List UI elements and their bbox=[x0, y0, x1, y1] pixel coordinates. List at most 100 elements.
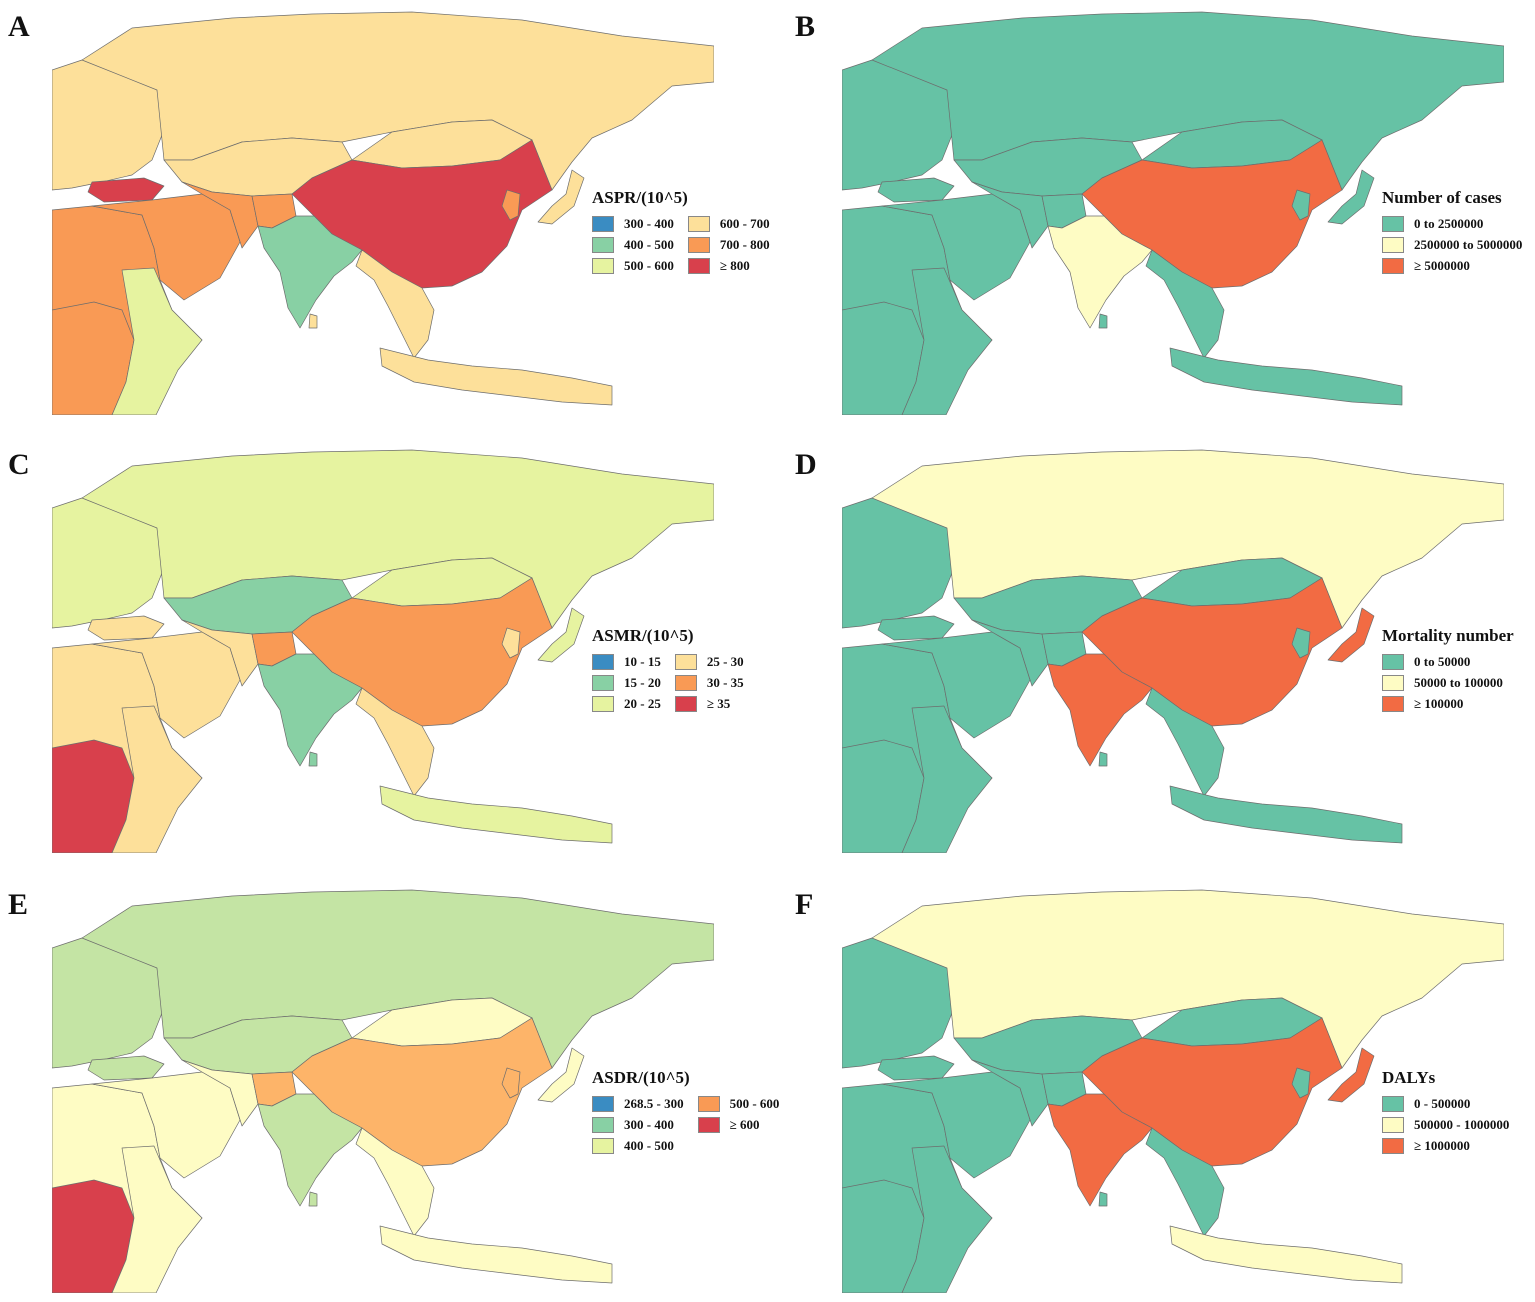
map-legend: ASPR/(10^5) 300 - 400 400 - 500 500 - 600 60… bbox=[592, 188, 770, 274]
legend-item: 25 - 30 bbox=[674, 654, 744, 670]
legend-label: ≥ 800 bbox=[719, 258, 750, 273]
iran-region bbox=[181, 1059, 259, 1127]
legend-title: DALYs bbox=[1382, 1068, 1436, 1087]
choropleth-map bbox=[842, 11, 1504, 415]
legend-item: 30 - 35 bbox=[674, 675, 744, 691]
legend-item: ≥ 5000000 bbox=[1382, 258, 1522, 274]
choropleth-map bbox=[52, 11, 714, 415]
east-africa-region bbox=[901, 267, 993, 415]
legend-label: 50000 to 100000 bbox=[1414, 675, 1503, 690]
legend-label: 10 - 15 bbox=[624, 654, 661, 669]
legend-swatch bbox=[592, 216, 614, 232]
legend-item: 300 - 400 bbox=[592, 216, 674, 232]
legend-swatch bbox=[1382, 654, 1404, 670]
india-region bbox=[257, 1093, 363, 1207]
legend-label: 0 - 500000 bbox=[1414, 1096, 1471, 1111]
legend-swatch bbox=[674, 696, 697, 712]
india-region bbox=[1047, 1093, 1153, 1207]
legend-swatch bbox=[1382, 1138, 1404, 1154]
legend-swatch bbox=[697, 1096, 720, 1112]
legend-swatch bbox=[592, 1096, 614, 1112]
legend-swatch bbox=[592, 1138, 614, 1154]
legend-swatch bbox=[687, 237, 710, 253]
turkey-region bbox=[877, 1055, 955, 1081]
korea-region bbox=[501, 1067, 521, 1099]
legend-swatch bbox=[1382, 1096, 1404, 1112]
map-legend: ASDR/(10^5) 268.5 - 300 300 - 400 400 - 500… bbox=[592, 1068, 779, 1154]
sri-lanka-region bbox=[1098, 751, 1108, 767]
legend-item: 2500000 to 5000000 bbox=[1382, 237, 1522, 253]
legend-label: 2500000 to 5000000 bbox=[1414, 237, 1523, 252]
sri-lanka-region bbox=[308, 313, 318, 329]
legend-item: 50000 to 100000 bbox=[1382, 675, 1514, 691]
legend-item: 20 - 25 bbox=[592, 696, 661, 712]
legend-swatch bbox=[1382, 237, 1404, 253]
choropleth-map bbox=[52, 449, 714, 853]
korea-region bbox=[1291, 189, 1311, 221]
legend-item: 500 - 600 bbox=[592, 258, 674, 274]
legend-label: 0 to 2500000 bbox=[1414, 216, 1484, 231]
legend-label: ≥ 5000000 bbox=[1414, 258, 1470, 273]
indonesia-region bbox=[379, 1225, 613, 1284]
legend-item: 600 - 700 bbox=[687, 216, 770, 232]
legend-item: 500 - 600 bbox=[697, 1096, 779, 1112]
legend-item: 0 to 50000 bbox=[1382, 654, 1514, 670]
legend-label: 268.5 - 300 bbox=[624, 1096, 684, 1111]
legend-item: ≥ 100000 bbox=[1382, 696, 1514, 712]
legend-label: ≥ 100000 bbox=[1414, 696, 1464, 711]
legend-item: ≥ 600 bbox=[697, 1117, 780, 1133]
legend-label: ≥ 1000000 bbox=[1414, 1138, 1470, 1153]
map-legend: DALYs 0 - 500000 500000 - 1000000 ≥ 1000000 bbox=[1382, 1068, 1509, 1154]
india-region bbox=[257, 215, 363, 329]
iran-region bbox=[971, 181, 1049, 249]
east-africa-region bbox=[111, 267, 203, 415]
legend-swatch bbox=[674, 675, 697, 691]
korea-region bbox=[501, 627, 521, 659]
indonesia-region bbox=[379, 347, 613, 406]
middle-east-region bbox=[91, 1071, 241, 1179]
legend-label: 300 - 400 bbox=[624, 1117, 674, 1132]
legend-swatch bbox=[592, 675, 614, 691]
legend-item: 400 - 500 bbox=[592, 1138, 684, 1154]
turkey-region bbox=[87, 177, 165, 203]
legend-swatch bbox=[592, 258, 614, 274]
sri-lanka-region bbox=[308, 751, 318, 767]
legend-label: 400 - 500 bbox=[624, 237, 674, 252]
legend-swatch bbox=[592, 237, 614, 253]
legend-label: 0 to 50000 bbox=[1414, 654, 1471, 669]
middle-east-region bbox=[91, 631, 241, 739]
east-africa-region bbox=[901, 1145, 993, 1293]
sri-lanka-region bbox=[308, 1191, 318, 1207]
east-africa-region bbox=[901, 705, 993, 853]
middle-east-region bbox=[91, 193, 241, 301]
legend-item: 700 - 800 bbox=[687, 237, 770, 253]
panel-letter: C bbox=[8, 448, 30, 481]
east-africa-region bbox=[111, 1145, 203, 1293]
legend-item: ≥ 800 bbox=[687, 258, 770, 274]
legend-swatch bbox=[687, 258, 710, 274]
iran-region bbox=[181, 619, 259, 687]
turkey-region bbox=[87, 615, 165, 641]
legend-swatch bbox=[687, 216, 710, 232]
iran-region bbox=[971, 1059, 1049, 1127]
legend-label: 500 - 600 bbox=[624, 258, 674, 273]
sri-lanka-region bbox=[1098, 1191, 1108, 1207]
legend-title: Number of cases bbox=[1382, 188, 1502, 207]
india-region bbox=[1047, 653, 1153, 767]
map-legend: ASMR/(10^5) 10 - 15 15 - 20 20 - 25 25 - 30 3… bbox=[592, 626, 744, 712]
iran-region bbox=[181, 181, 259, 249]
legend-swatch bbox=[1382, 675, 1404, 691]
legend-label: 600 - 700 bbox=[719, 216, 770, 231]
legend-swatch bbox=[1382, 216, 1404, 232]
japan-region bbox=[1327, 607, 1375, 663]
legend-swatch bbox=[592, 654, 614, 670]
korea-region bbox=[1291, 627, 1311, 659]
legend-item: 300 - 400 bbox=[592, 1117, 684, 1133]
indonesia-region bbox=[1169, 347, 1403, 406]
india-region bbox=[1047, 215, 1153, 329]
panel-letter: B bbox=[795, 10, 816, 43]
korea-region bbox=[1291, 1067, 1311, 1099]
legend-title: ASDR/(10^5) bbox=[592, 1068, 690, 1087]
legend-label: 400 - 500 bbox=[624, 1138, 674, 1153]
indonesia-region bbox=[1169, 785, 1403, 844]
